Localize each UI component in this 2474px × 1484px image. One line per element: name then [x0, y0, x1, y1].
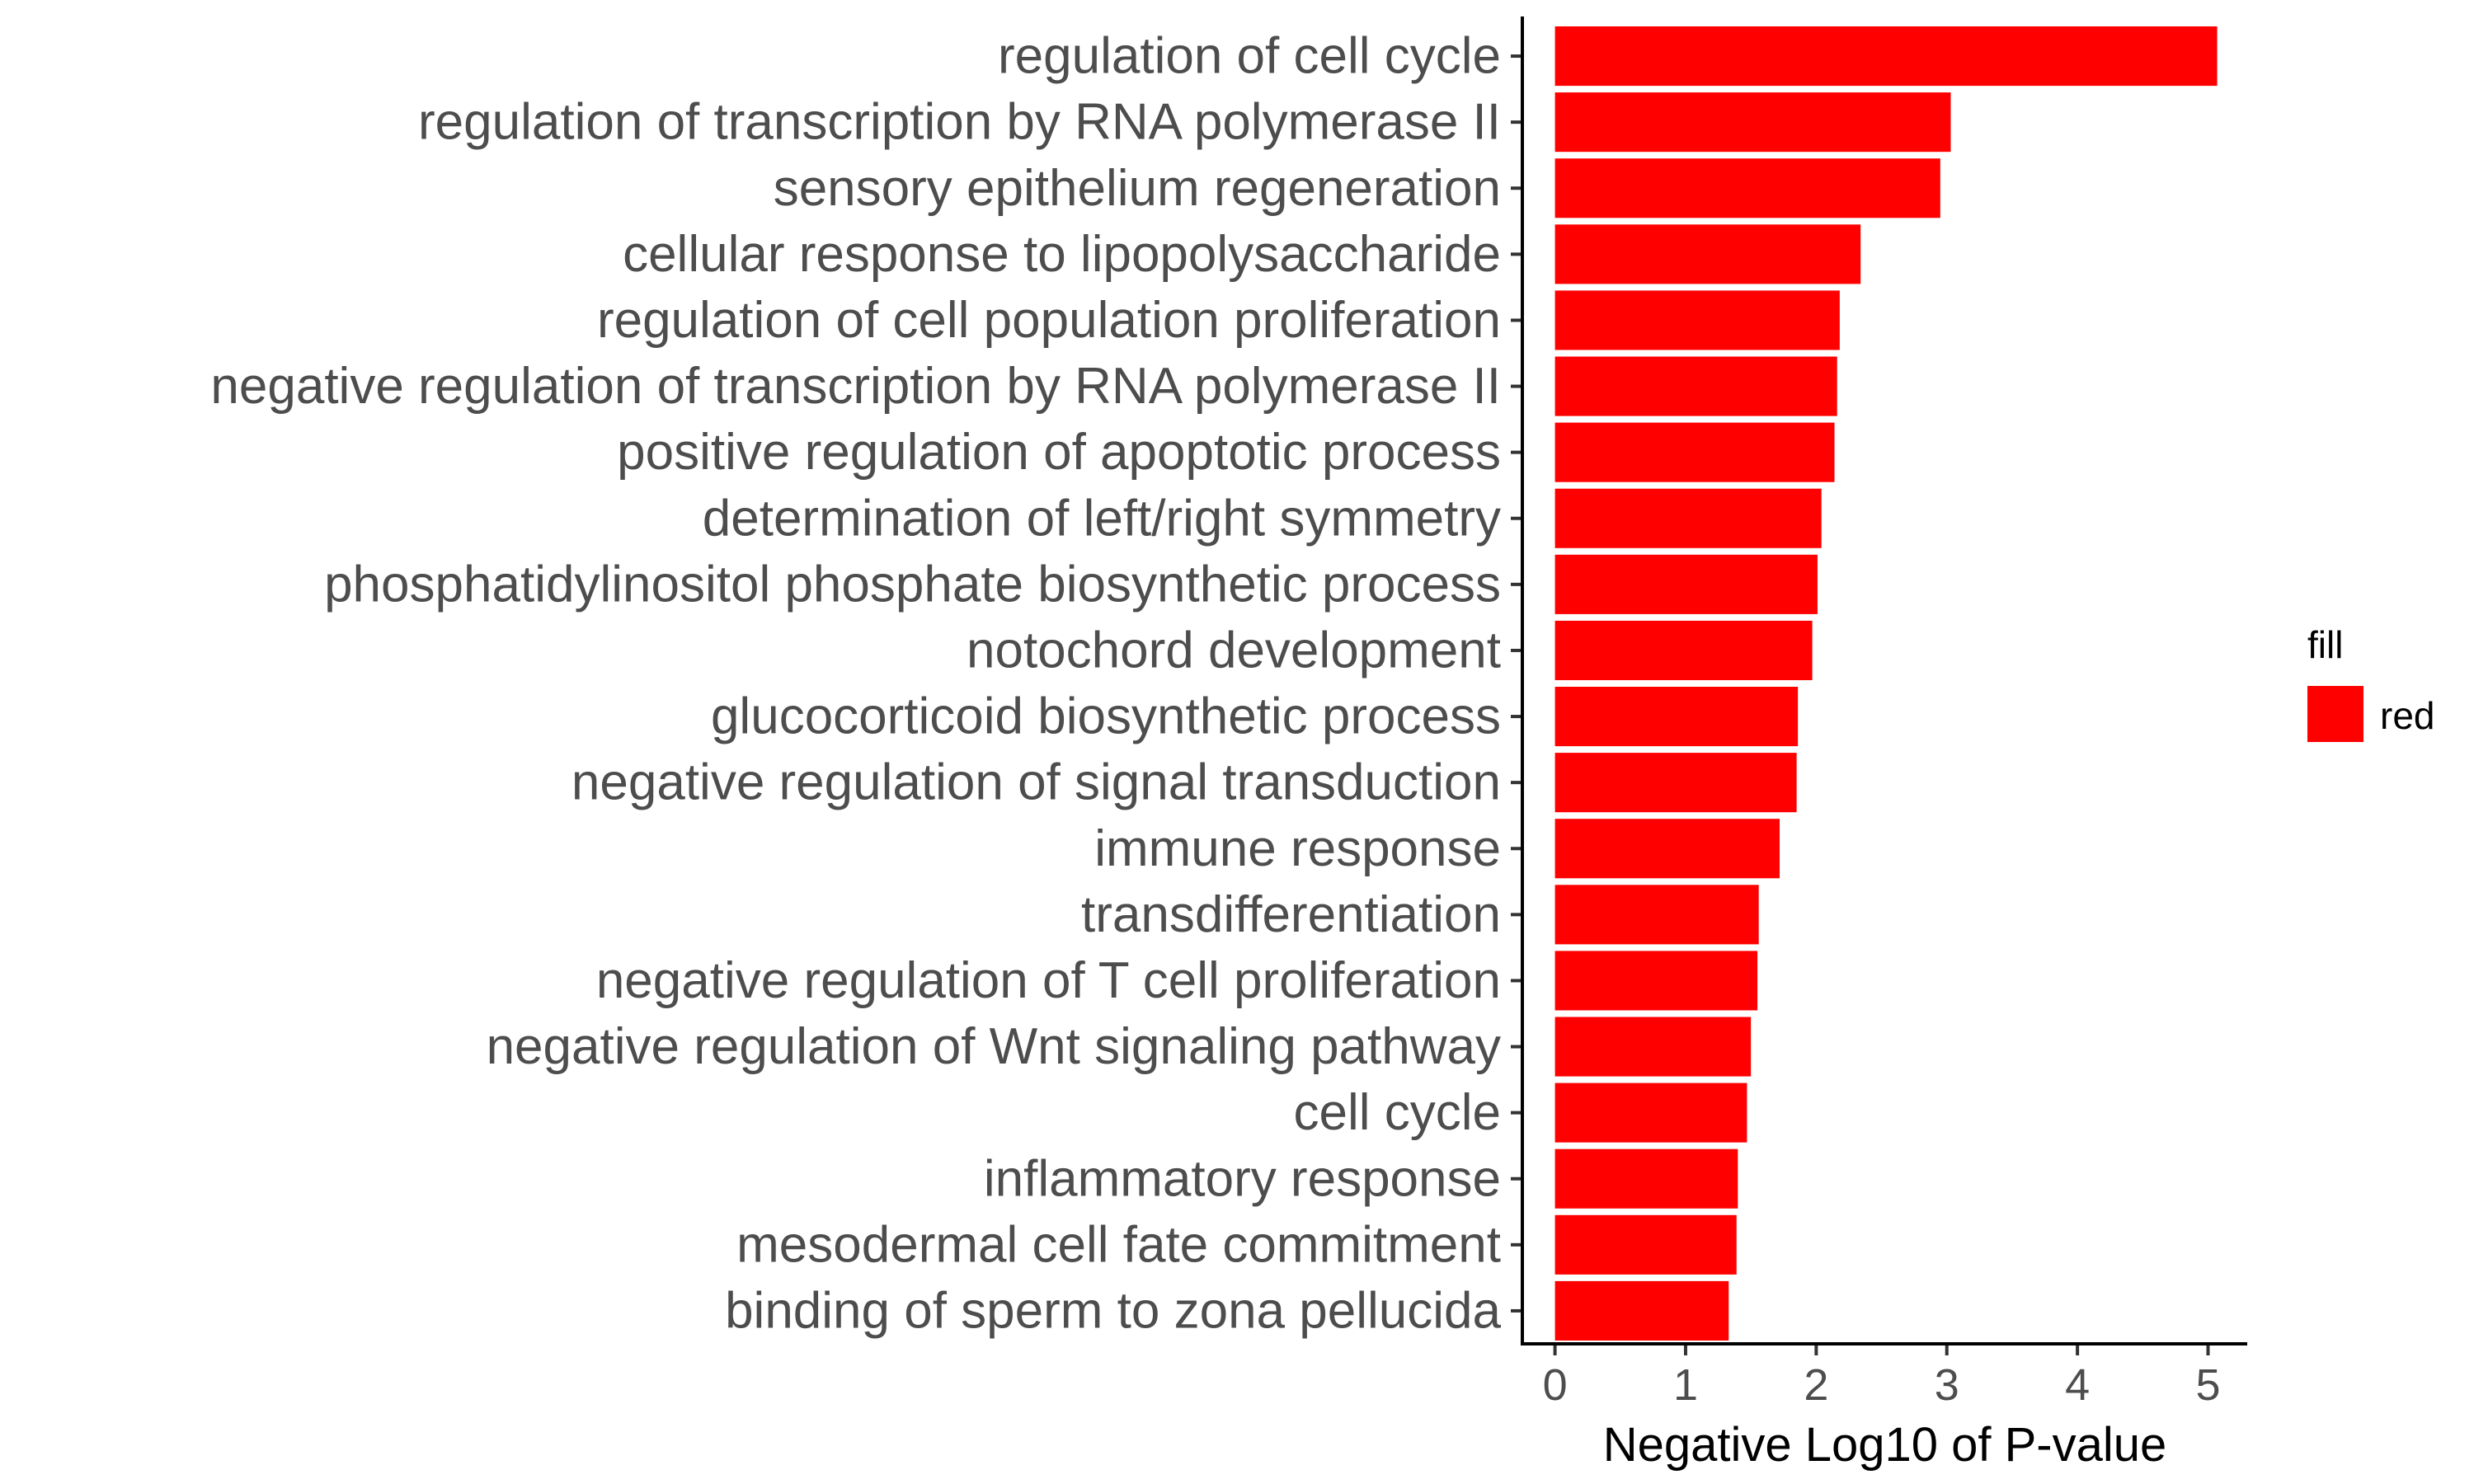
- bar-18: [1554, 1148, 1738, 1209]
- x-tick-label-2: 2: [1804, 1360, 1828, 1410]
- category-label-13: immune response: [1094, 820, 1501, 877]
- category-label-16: negative regulation of Wnt signaling pat…: [487, 1018, 1501, 1075]
- bar-19: [1554, 1214, 1737, 1275]
- bar-8: [1554, 488, 1822, 548]
- bar-14: [1554, 885, 1759, 945]
- category-label-19: mesodermal cell fate commitment: [736, 1216, 1501, 1273]
- category-label-9: phosphatidylinositol phosphate biosynthe…: [324, 556, 1501, 613]
- category-label-6: negative regulation of transcription by …: [210, 358, 1501, 415]
- bar-15: [1554, 951, 1758, 1011]
- bar-12: [1554, 753, 1797, 813]
- category-label-17: cell cycle: [1293, 1084, 1501, 1141]
- bar-7: [1554, 422, 1835, 482]
- bar-3: [1554, 158, 1940, 218]
- y-axis-ticks: [1511, 54, 1522, 1313]
- category-label-1: regulation of cell cycle: [998, 28, 1501, 85]
- bar-5: [1554, 290, 1840, 350]
- category-label-5: regulation of cell population proliferat…: [597, 292, 1501, 349]
- legend-key-red: [2307, 686, 2363, 742]
- bar-10: [1554, 620, 1813, 680]
- category-label-10: notochord development: [967, 622, 1501, 679]
- bars-layer: [1554, 26, 2218, 1341]
- bar-13: [1554, 819, 1780, 879]
- legend: fill red: [2307, 623, 2434, 742]
- bar-4: [1554, 224, 1861, 284]
- x-tick-label-3: 3: [1935, 1360, 1959, 1410]
- x-tick-label-4: 4: [2065, 1360, 2090, 1410]
- bar-11: [1554, 687, 1799, 747]
- legend-label: red: [2380, 694, 2434, 737]
- category-labels: regulation of cell cycle regulation of tr…: [210, 28, 1501, 1340]
- x-axis-ticks: 0 1 2 3 4 5: [1543, 1344, 2221, 1410]
- category-label-3: sensory epithelium regeneration: [774, 160, 1501, 217]
- category-label-12: negative regulation of signal transducti…: [571, 754, 1501, 811]
- category-label-7: positive regulation of apoptotic process: [617, 424, 1501, 481]
- bar-17: [1554, 1082, 1747, 1143]
- x-tick-label-5: 5: [2195, 1360, 2220, 1410]
- category-label-14: transdifferentiation: [1081, 886, 1501, 943]
- x-tick-label-0: 0: [1543, 1360, 1568, 1410]
- category-label-18: inflammatory response: [984, 1150, 1501, 1207]
- category-label-4: cellular response to lipopolysaccharide: [623, 226, 1501, 283]
- bar-9: [1554, 554, 1818, 614]
- legend-title: fill: [2307, 623, 2343, 666]
- bar-6: [1554, 356, 1837, 416]
- bar-20: [1554, 1280, 1729, 1341]
- category-label-15: negative regulation of T cell proliferat…: [596, 952, 1501, 1009]
- bar-16: [1554, 1017, 1752, 1077]
- bar-1: [1554, 26, 2218, 87]
- category-label-2: regulation of transcription by RNA polym…: [418, 94, 1501, 151]
- category-label-11: glucocorticoid biosynthetic process: [711, 688, 1501, 745]
- category-label-20: binding of sperm to zona pellucida: [725, 1282, 1501, 1339]
- x-axis-title: Negative Log10 of P-value: [1603, 1418, 2167, 1472]
- category-label-8: determination of left/right symmetry: [703, 490, 1501, 547]
- x-tick-label-1: 1: [1673, 1360, 1698, 1410]
- bar-2: [1554, 92, 1951, 153]
